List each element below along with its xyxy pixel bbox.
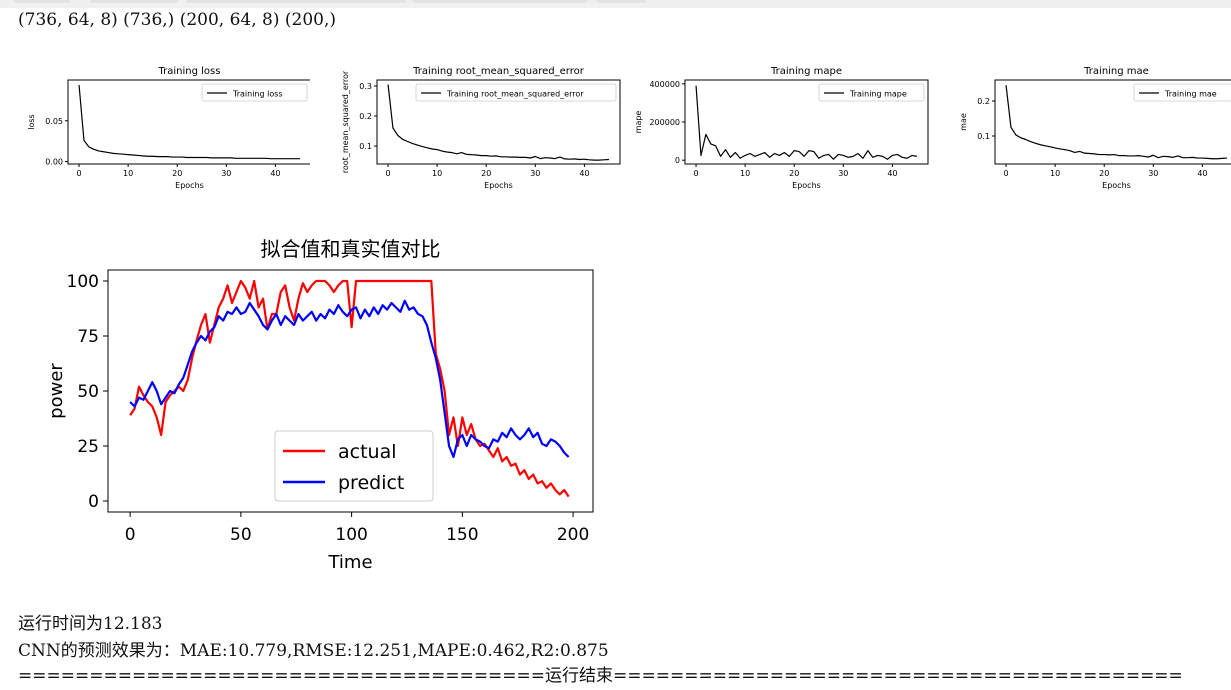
chart-title: Training mae [1083,66,1149,77]
y-axis-label: mape [634,111,643,134]
y-tick-label: 25 [77,437,99,457]
y-axis-label: power [46,363,67,419]
plot-frame [684,79,929,165]
series-line-a [387,84,609,161]
chart-training-mape: Training mape 0 10 20 30 40 0 200000 400000 Epoch… [634,66,929,190]
x-tick-label: 150 [446,525,478,545]
x-tick-label: 10 [123,169,133,178]
y-tick-label: 50 [77,382,99,402]
y-tick-label: 0.1 [359,142,372,151]
x-axis-label: Epochs [175,181,204,190]
x-tick-label: 40 [270,169,280,178]
plot-frame [994,79,1231,165]
legend-label: Training loss [232,90,283,99]
x-tick-label: 30 [1148,169,1158,178]
x-tick-label: 10 [1050,169,1060,178]
y-tick-label: 0.05 [45,117,63,126]
x-axis-label: Epochs [792,181,821,190]
legend-box [274,430,434,502]
cell-toolbar-strip [0,0,1231,8]
legend-box [415,83,617,102]
legend-label: Training mae [1164,90,1217,99]
x-tick-label: 200 [557,525,589,545]
x-tick-label: 20 [789,169,799,178]
x-tick-label: 0 [76,169,81,178]
toolbar-tab[interactable] [14,0,70,3]
plot-frame [376,79,621,165]
x-tick-label: 0 [1003,169,1008,178]
y-tick-label: 0.2 [977,97,990,106]
chart-fit-vs-actual: 拟合值和真实值对比 0 50 100 150 200 0 25 50 75 100 Time power… [46,237,594,573]
y-axis-label: root_mean_squared_error [341,70,350,173]
legend-box [818,83,925,102]
metrics-text: CNN的预测效果为：MAE:10.779,RMSE:12.251,MAPE:0.… [18,641,609,661]
x-tick-label: 20 [481,169,491,178]
y-tick-label: 0.1 [977,132,990,141]
end-separator: =====================================运行结… [18,666,1183,686]
x-tick-label: 10 [432,169,442,178]
plot-frame [107,269,594,513]
chart-training-rmse: Training root_mean_squared_error 0 10 20 30 4… [341,66,621,190]
shape-output: (736, 64, 8) (736,) (200, 64, 8) (200,) [18,10,336,30]
x-tick-label: 30 [221,169,231,178]
legend-box [201,83,308,102]
chart-training-loss: Training loss 0 10 20 30 40 0.00 0.05 Epochs loss… [27,66,310,190]
x-axis-label: Time [327,552,372,573]
chart-title: Training mape [770,66,842,77]
runtime-text: 运行时间为12.183 [18,614,163,634]
x-tick-label: 30 [838,169,848,178]
y-tick-label: 75 [77,327,99,347]
legend-label: Training mape [849,90,907,99]
toolbar-tab[interactable] [596,0,646,3]
y-tick-label: 0 [675,156,680,165]
y-axis-label: loss [27,114,36,129]
series-line-a [78,84,300,160]
x-axis-label: Epochs [484,181,513,190]
y-tick-label: 0.3 [359,82,372,91]
x-tick-label: 20 [1099,169,1109,178]
legend-box [1133,83,1231,102]
series-line-a [695,85,918,160]
legend-label: Training root_mean_squared_error [446,90,584,99]
legend-label: predict [338,472,404,494]
y-tick-label: 0.2 [359,112,372,121]
y-tick-label: 0 [88,492,99,512]
x-tick-label: 40 [887,169,897,178]
chart-training-mae: Training mae 0 10 20 30 40 0.1 0.2 Epochs mae Trai… [959,66,1231,190]
chart-title: Training loss [158,66,221,77]
x-tick-label: 40 [579,169,589,178]
series-line-a [1005,85,1227,160]
x-axis-label: Epochs [1102,181,1131,190]
y-tick-label: 200000 [649,118,680,127]
y-tick-label: 400000 [649,80,680,89]
x-tick-label: 50 [230,525,252,545]
x-tick-label: 0 [693,169,698,178]
x-tick-label: 30 [530,169,540,178]
toolbar-tab[interactable] [186,0,406,3]
plot-frame [67,79,310,165]
legend-label: actual [338,441,397,463]
y-axis-label: mae [959,113,968,131]
series-line-b [129,299,570,459]
x-tick-label: 100 [335,525,367,545]
chart-title: 拟合值和真实值对比 [261,237,441,261]
x-tick-label: 20 [172,169,182,178]
x-tick-label: 10 [740,169,750,178]
x-tick-label: 0 [385,169,390,178]
series-line-a [129,279,570,498]
y-tick-label: 100 [67,272,99,292]
x-tick-label: 0 [125,525,136,545]
y-tick-label: 0.00 [45,158,63,167]
x-tick-label: 40 [1197,169,1207,178]
toolbar-tab[interactable] [412,0,588,3]
toolbar-tab[interactable] [90,0,178,3]
chart-title: Training root_mean_squared_error [412,66,585,77]
